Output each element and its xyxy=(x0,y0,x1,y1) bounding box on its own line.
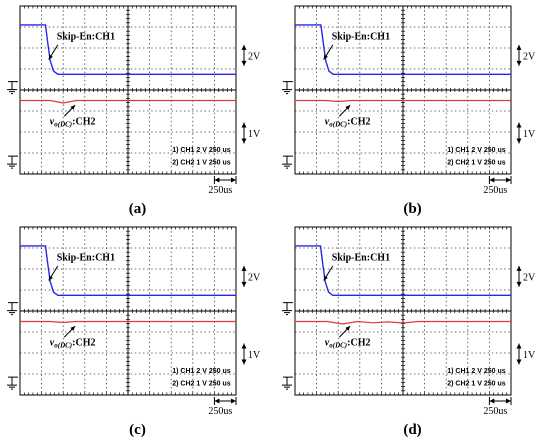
volt-scale-2v-bottom xyxy=(516,281,522,287)
ch2-arrow-head xyxy=(70,105,76,110)
volt-scale-2v-label: 2V xyxy=(523,272,536,283)
time-scale-label: 250us xyxy=(208,406,232,417)
scope-plot-d: Skip-En:CH1 vo(DC):CH2 2V 1V 1) CH1 2 V 250 … xyxy=(282,226,536,417)
ch2-ground-icon xyxy=(282,155,293,169)
time-scale-arrow-left xyxy=(489,177,495,183)
caption-c: (c) xyxy=(129,422,146,438)
ch1-annotation: Skip-En:CH1 xyxy=(57,32,115,43)
ch1-arrow-head xyxy=(323,54,328,60)
ch1-arrow-head xyxy=(323,275,328,281)
time-scale-arrow-right xyxy=(506,398,511,404)
volt-scale-2v-top xyxy=(516,44,522,50)
ch2-arrow-head xyxy=(345,105,351,110)
ch1-trace xyxy=(295,24,511,76)
volt-scale-1v-label: 1V xyxy=(248,350,261,361)
ch1-ground-icon xyxy=(7,81,18,95)
volt-scale-1v-bottom xyxy=(516,138,522,144)
volt-scale-1v-label: 1V xyxy=(248,129,261,140)
panel-d: Skip-En:CH1 vo(DC):CH2 2V 1V 1) CH1 2 V 250 … xyxy=(275,221,550,442)
volt-scale-2v-bottom xyxy=(241,60,247,66)
readout-ch2: 2) CH2 1 V 250 us xyxy=(172,381,230,388)
volt-scale-1v-top xyxy=(241,122,247,128)
caption-d: (d) xyxy=(403,422,422,438)
volt-scale-1v-label: 1V xyxy=(523,350,536,361)
ch2-annotation: vo(DC):CH2 xyxy=(50,338,96,350)
panel-b: Skip-En:CH1 vo(DC):CH2 2V 1V 1) CH1 2 V 250 … xyxy=(275,0,550,221)
scope-plot-b: Skip-En:CH1 vo(DC):CH2 2V 1V 1) CH1 2 V 250 … xyxy=(282,5,536,196)
ch2-arrow-head xyxy=(345,326,351,331)
ch1-trace xyxy=(20,245,236,297)
ch2-arrow-head xyxy=(70,326,76,331)
time-scale-label: 250us xyxy=(208,185,232,196)
volt-scale-1v-top xyxy=(516,343,522,349)
ch2-trace xyxy=(295,99,511,103)
readout-ch1: 1) CH1 2 V 250 us xyxy=(447,368,505,375)
ch1-trace xyxy=(20,24,236,76)
scope-plot-c: Skip-En:CH1 vo(DC):CH2 2V 1V 1) CH1 2 V 250 … xyxy=(7,226,261,417)
time-scale-arrow-right xyxy=(506,177,511,183)
volt-scale-2v-label: 2V xyxy=(248,51,261,62)
volt-scale-2v-top xyxy=(516,265,522,271)
volt-scale-1v-top xyxy=(241,343,247,349)
time-scale-label: 250us xyxy=(483,406,507,417)
scope-plot-a: Skip-En:CH1 vo(DC):CH2 2V 1V 1) CH1 2 V 250 … xyxy=(7,5,261,196)
ch1-arrow-head xyxy=(48,54,53,60)
ch2-annotation: vo(DC):CH2 xyxy=(325,338,371,350)
volt-scale-1v-top xyxy=(516,122,522,128)
ch2-ground-icon xyxy=(7,155,18,169)
ch2-trace xyxy=(20,320,236,324)
ch1-annotation: Skip-En:CH1 xyxy=(332,32,390,43)
ch2-ground-icon xyxy=(7,376,18,390)
time-scale-label: 250us xyxy=(483,185,507,196)
ch2-annotation: vo(DC):CH2 xyxy=(325,117,371,129)
volt-scale-2v-top xyxy=(241,265,247,271)
ch2-annotation: vo(DC):CH2 xyxy=(50,117,96,129)
readout-ch2: 2) CH2 1 V 250 us xyxy=(447,160,505,167)
readout-ch2: 2) CH2 1 V 250 us xyxy=(172,160,230,167)
volt-scale-1v-label: 1V xyxy=(523,129,536,140)
ch1-arrow-head xyxy=(48,275,53,281)
time-scale-arrow-right xyxy=(231,398,236,404)
ch2-ground-icon xyxy=(282,376,293,390)
caption-b: (b) xyxy=(403,201,422,217)
volt-scale-1v-bottom xyxy=(516,359,522,365)
time-scale-arrow-left xyxy=(214,177,220,183)
volt-scale-1v-bottom xyxy=(241,138,247,144)
ch1-trace xyxy=(295,245,511,297)
ch1-ground-icon xyxy=(282,81,293,95)
caption-a: (a) xyxy=(128,201,147,217)
volt-scale-2v-label: 2V xyxy=(248,272,261,283)
volt-scale-2v-label: 2V xyxy=(523,51,536,62)
volt-scale-2v-top xyxy=(241,44,247,50)
ch1-ground-icon xyxy=(7,302,18,316)
volt-scale-2v-bottom xyxy=(241,281,247,287)
time-scale-arrow-left xyxy=(489,398,495,404)
volt-scale-1v-bottom xyxy=(241,359,247,365)
ch2-trace xyxy=(295,320,511,325)
readout-ch1: 1) CH1 2 V 250 us xyxy=(447,147,505,154)
readout-ch1: 1) CH1 2 V 250 us xyxy=(172,147,230,154)
time-scale-arrow-left xyxy=(214,398,220,404)
ch1-annotation: Skip-En:CH1 xyxy=(57,253,115,264)
readout-ch1: 1) CH1 2 V 250 us xyxy=(172,368,230,375)
ch2-trace xyxy=(20,99,236,104)
panel-c: Skip-En:CH1 vo(DC):CH2 2V 1V 1) CH1 2 V 250 … xyxy=(0,221,275,442)
volt-scale-2v-bottom xyxy=(516,60,522,66)
ch1-ground-icon xyxy=(282,302,293,316)
time-scale-arrow-right xyxy=(231,177,236,183)
ch1-annotation: Skip-En:CH1 xyxy=(332,253,390,264)
panel-a: Skip-En:CH1 vo(DC):CH2 2V 1V 1) CH1 2 V 250 … xyxy=(0,0,275,221)
readout-ch2: 2) CH2 1 V 250 us xyxy=(447,381,505,388)
